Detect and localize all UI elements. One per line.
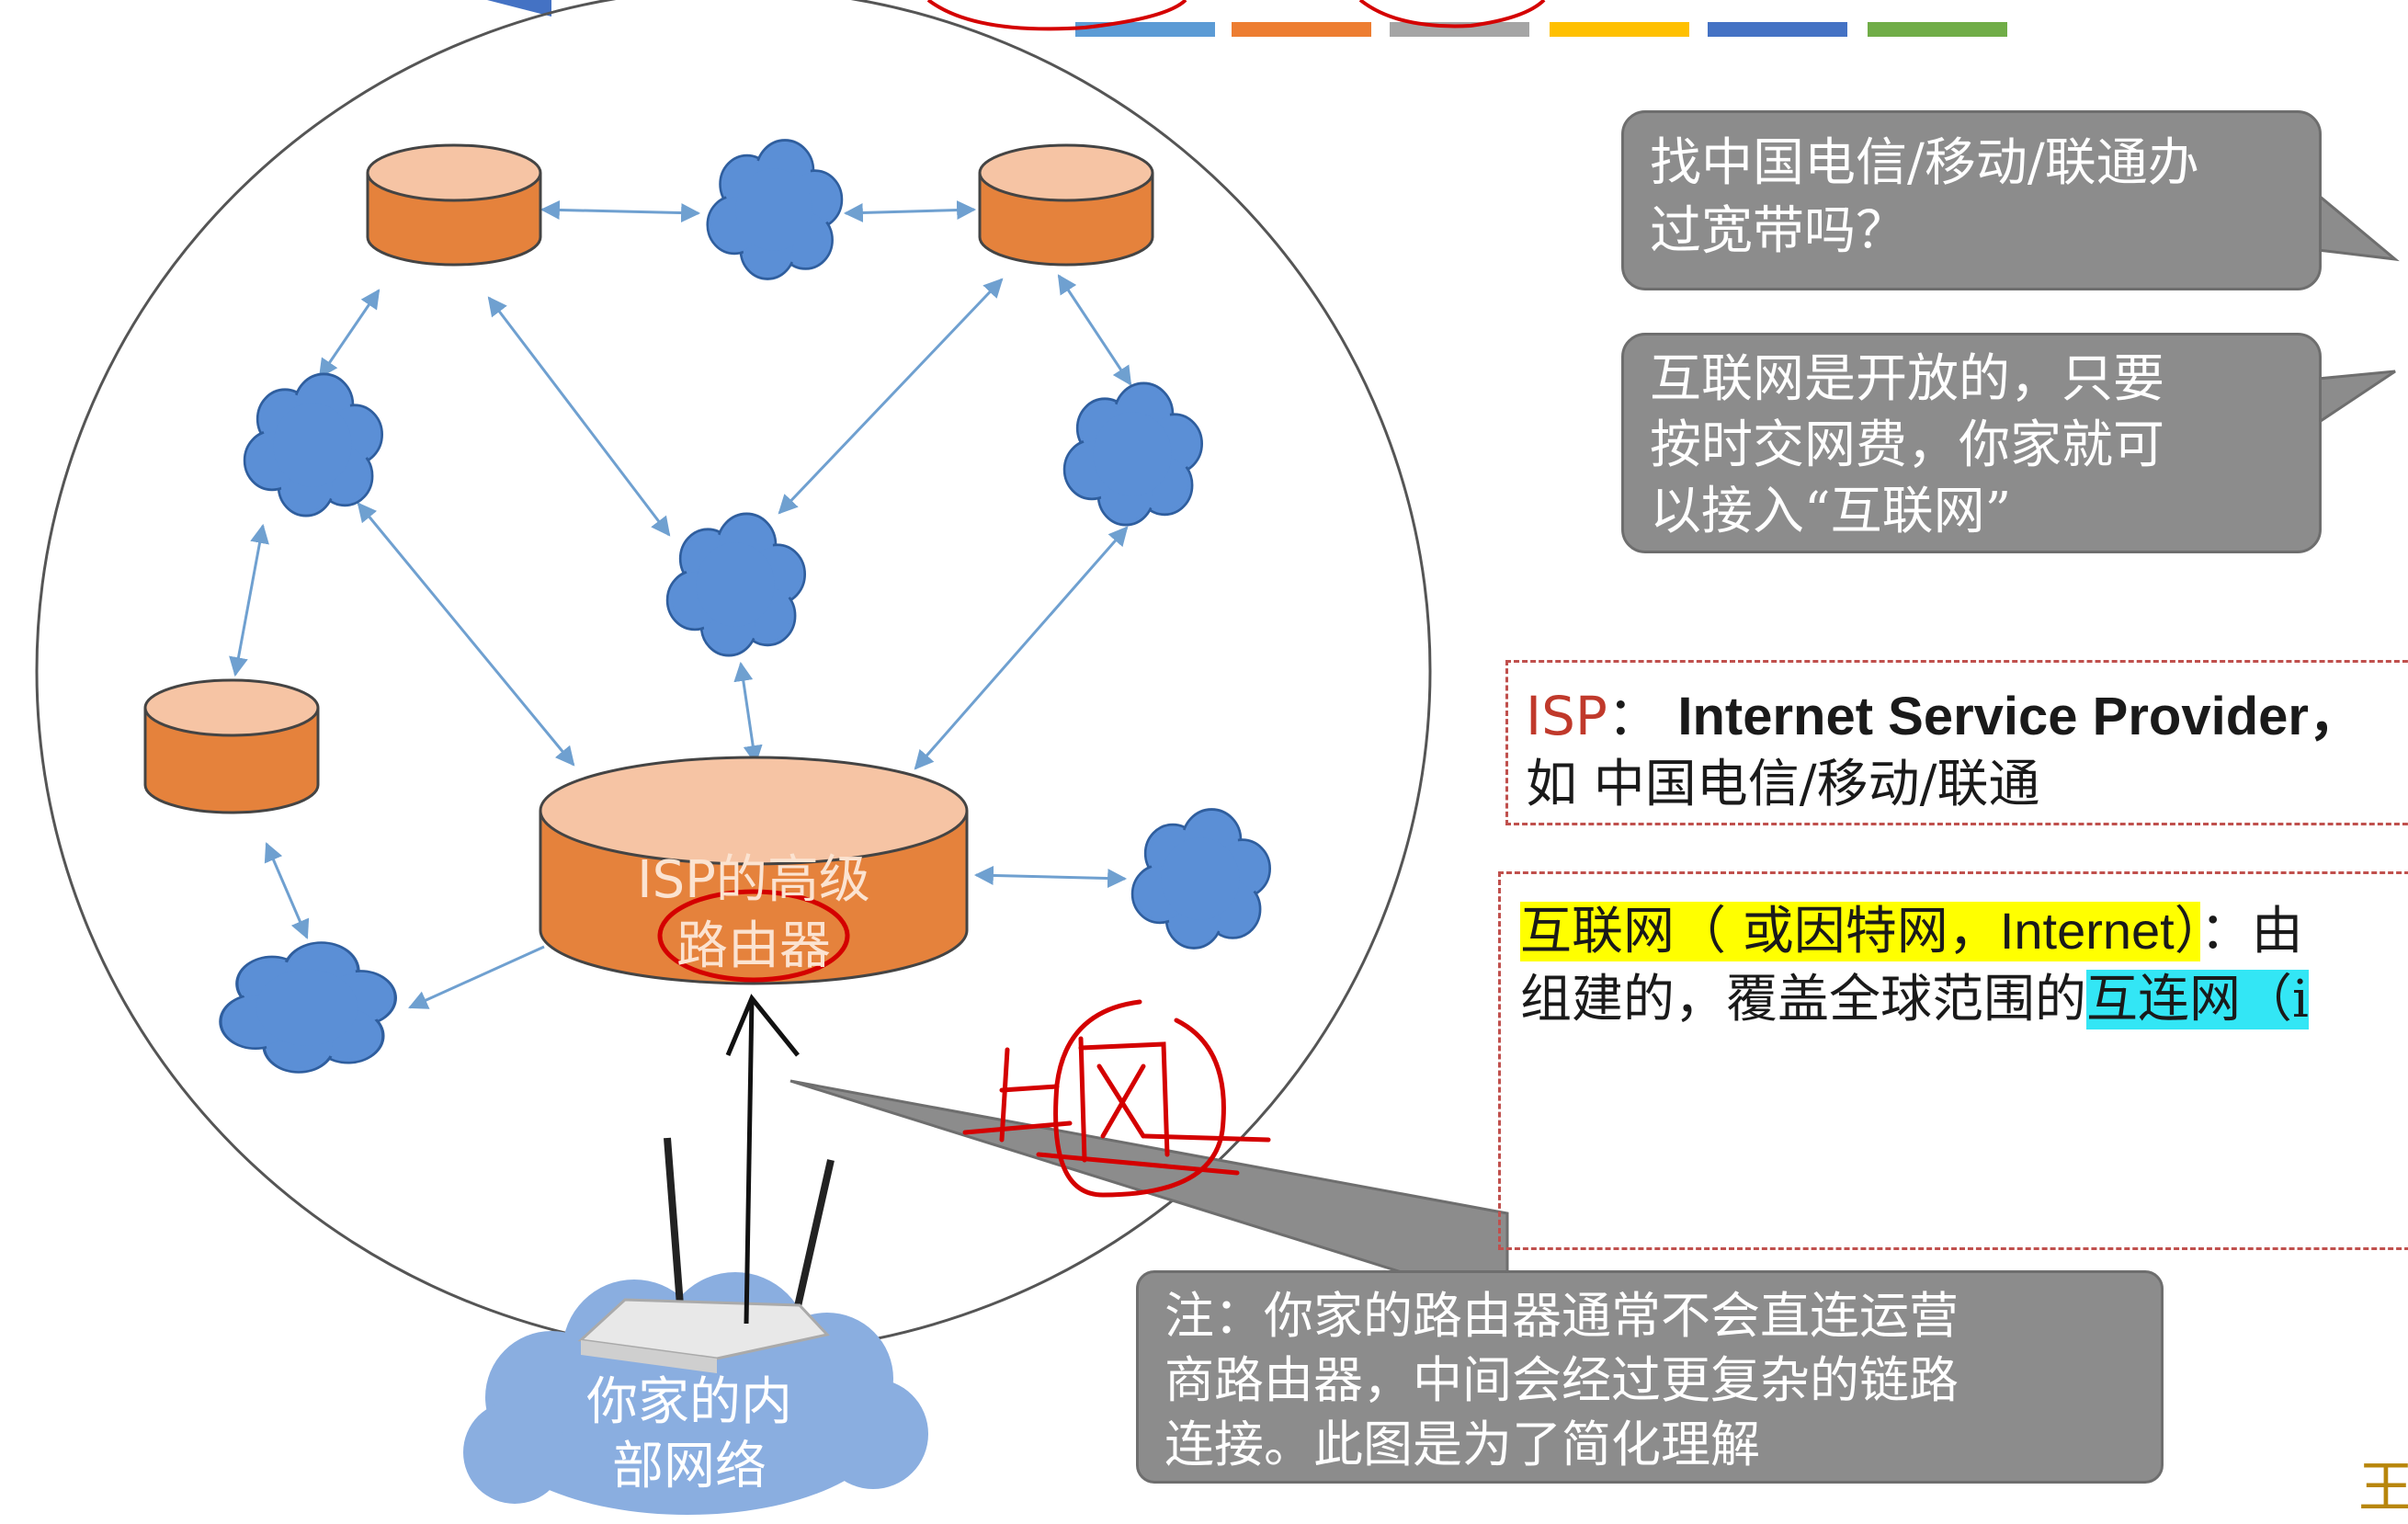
bubble-text-line: 过宽带吗？: [1650, 201, 1907, 261]
link: [1057, 274, 1132, 386]
home-network-label: 部网络: [612, 1437, 767, 1496]
internet-definition-line: 组建的，覆盖全球范围的互连网（i: [1520, 958, 2309, 1032]
color-segment: [1390, 22, 1529, 37]
color-segment: [1550, 22, 1689, 37]
link: [318, 289, 381, 379]
link: [264, 842, 310, 939]
link: [973, 865, 1128, 889]
isp-colon: ：: [1607, 685, 1661, 747]
router-cylinder: [978, 143, 1154, 267]
color-segment: [1075, 22, 1215, 37]
note-bubble: 注：你家的路由器通常不会直连运营 商路由器，中间会经过更复杂的链路 连接。此图是…: [1136, 1270, 2164, 1484]
isp-abbr: ISP: [1526, 685, 1607, 747]
home-network-label: 你家的内: [586, 1372, 792, 1432]
bubble-text-line: 互联网是开放的，只要: [1650, 349, 2164, 409]
isp-definition-line: ISP： Internet Service Provider，: [1526, 673, 2362, 750]
isp-definition-box: [1505, 660, 2408, 825]
link: [733, 661, 763, 766]
link: [229, 523, 269, 677]
uplink-arrow: [725, 994, 800, 1325]
internet-cut-char: 由: [2251, 902, 2303, 961]
blue-corner-shape: [487, 0, 551, 17]
links: [229, 199, 1132, 1009]
question-bubble: 找中国电信/移动/联通办 过宽带吗？: [1621, 110, 2322, 290]
internet-colon: ：: [2199, 902, 2252, 961]
note-text-line: 注：你家的路由器通常不会直连运营: [1164, 1287, 1959, 1345]
handwritten-ellipse-top: [926, 0, 1187, 31]
internet-line2-text: 组建的，覆盖全球范围的: [1520, 970, 2086, 1029]
color-segment: [1708, 22, 1847, 37]
isp-router-cylinder: [539, 756, 969, 985]
internet-definition-box: [1498, 871, 2408, 1250]
router-cylinder: [366, 143, 542, 267]
link: [408, 945, 545, 1009]
color-segment: [1868, 22, 2007, 37]
link: [778, 278, 1004, 515]
isp-examples: 如 中国电信/移动/联通: [1526, 755, 2040, 814]
isp-router-label: ISP的高级: [637, 850, 870, 910]
bubble-text-line: 以接入“互联网”: [1650, 482, 2012, 541]
internet-term-highlight: 互联网（ 或因特网，Internet）: [1520, 902, 2200, 961]
note-text-line: 商路由器，中间会经过更复杂的链路: [1164, 1351, 1959, 1409]
handwritten-ellipse-top: [1358, 0, 1546, 28]
handwritten-shangwang: [962, 999, 1271, 1198]
isp-full-name: Internet Service Provider，: [1677, 687, 2362, 746]
color-segment: [1232, 22, 1371, 37]
answer-bubble: 互联网是开放的，只要 按时交网费，你家就可 以接入“互联网”: [1621, 333, 2322, 553]
top-color-bar: [1075, 22, 2007, 37]
note-text-line: 连接。此图是为了简化理解: [1164, 1416, 1760, 1473]
wifi-router-icon: [577, 1137, 835, 1373]
link: [914, 526, 1129, 770]
isp-router-label: 路由器: [676, 916, 831, 976]
link: [357, 502, 575, 767]
bubble-text-line: 按时交网费，你家就可: [1650, 415, 2164, 475]
link: [487, 296, 671, 537]
handwritten-circle-router: [657, 889, 850, 983]
bubble-text-line: 找中国电信/移动/联通办: [1650, 133, 2199, 193]
internet-definition-line: 互联网（ 或因特网，Internet）：由: [1520, 890, 2303, 964]
link: [843, 200, 977, 222]
link: [540, 199, 701, 223]
interconnect-highlight: 互连网（i: [2086, 970, 2309, 1029]
bubble-tail: [2316, 191, 2400, 262]
bubble-tail: [2316, 370, 2396, 426]
corner-watermark-char: 王: [2358, 1456, 2408, 1520]
router-cylinder: [143, 678, 320, 814]
